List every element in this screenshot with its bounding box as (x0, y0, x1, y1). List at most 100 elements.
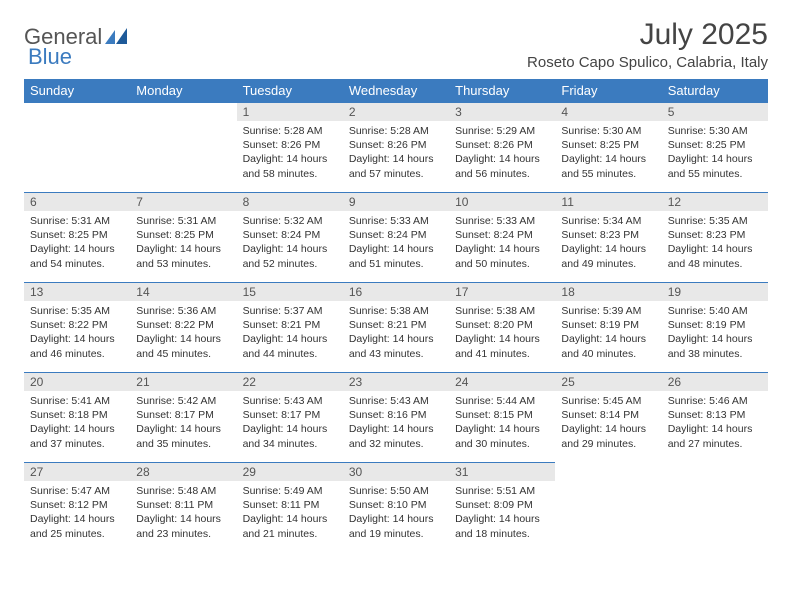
location: Roseto Capo Spulico, Calabria, Italy (527, 54, 768, 71)
day-details: Sunrise: 5:31 AMSunset: 8:25 PMDaylight:… (130, 211, 236, 274)
day-number: 5 (662, 103, 768, 121)
day-number: 8 (237, 193, 343, 211)
day-details: Sunrise: 5:40 AMSunset: 8:19 PMDaylight:… (662, 301, 768, 364)
logo-arrow-icon (105, 24, 127, 50)
header: General July 2025 Roseto Capo Spulico, C… (24, 18, 768, 71)
day-number: 18 (555, 283, 661, 301)
day-number: 17 (449, 283, 555, 301)
day-details: Sunrise: 5:28 AMSunset: 8:26 PMDaylight:… (343, 121, 449, 184)
day-number: 10 (449, 193, 555, 211)
calendar-cell-empty (662, 463, 768, 553)
title-block: July 2025 Roseto Capo Spulico, Calabria,… (527, 18, 768, 71)
calendar-cell: 5Sunrise: 5:30 AMSunset: 8:25 PMDaylight… (662, 103, 768, 193)
day-number: 23 (343, 373, 449, 391)
day-details: Sunrise: 5:37 AMSunset: 8:21 PMDaylight:… (237, 301, 343, 364)
calendar-cell: 16Sunrise: 5:38 AMSunset: 8:21 PMDayligh… (343, 283, 449, 373)
calendar-cell: 31Sunrise: 5:51 AMSunset: 8:09 PMDayligh… (449, 463, 555, 553)
weekday-header: Saturday (662, 79, 768, 103)
calendar-cell: 6Sunrise: 5:31 AMSunset: 8:25 PMDaylight… (24, 193, 130, 283)
calendar-cell: 17Sunrise: 5:38 AMSunset: 8:20 PMDayligh… (449, 283, 555, 373)
calendar-cell: 29Sunrise: 5:49 AMSunset: 8:11 PMDayligh… (237, 463, 343, 553)
day-number: 30 (343, 463, 449, 481)
day-number: 20 (24, 373, 130, 391)
calendar-row: 13Sunrise: 5:35 AMSunset: 8:22 PMDayligh… (24, 283, 768, 373)
day-number: 6 (24, 193, 130, 211)
day-details: Sunrise: 5:46 AMSunset: 8:13 PMDaylight:… (662, 391, 768, 454)
day-number: 31 (449, 463, 555, 481)
calendar-cell: 11Sunrise: 5:34 AMSunset: 8:23 PMDayligh… (555, 193, 661, 283)
day-number: 2 (343, 103, 449, 121)
calendar-cell: 22Sunrise: 5:43 AMSunset: 8:17 PMDayligh… (237, 373, 343, 463)
day-number: 26 (662, 373, 768, 391)
calendar-cell: 27Sunrise: 5:47 AMSunset: 8:12 PMDayligh… (24, 463, 130, 553)
calendar-row: 20Sunrise: 5:41 AMSunset: 8:18 PMDayligh… (24, 373, 768, 463)
calendar-cell: 28Sunrise: 5:48 AMSunset: 8:11 PMDayligh… (130, 463, 236, 553)
calendar-cell: 3Sunrise: 5:29 AMSunset: 8:26 PMDaylight… (449, 103, 555, 193)
weekday-header: Tuesday (237, 79, 343, 103)
day-number: 11 (555, 193, 661, 211)
day-number: 4 (555, 103, 661, 121)
calendar-cell: 20Sunrise: 5:41 AMSunset: 8:18 PMDayligh… (24, 373, 130, 463)
day-details: Sunrise: 5:36 AMSunset: 8:22 PMDaylight:… (130, 301, 236, 364)
day-details: Sunrise: 5:29 AMSunset: 8:26 PMDaylight:… (449, 121, 555, 184)
calendar-cell: 9Sunrise: 5:33 AMSunset: 8:24 PMDaylight… (343, 193, 449, 283)
calendar-cell: 7Sunrise: 5:31 AMSunset: 8:25 PMDaylight… (130, 193, 236, 283)
day-details: Sunrise: 5:30 AMSunset: 8:25 PMDaylight:… (662, 121, 768, 184)
calendar-cell: 30Sunrise: 5:50 AMSunset: 8:10 PMDayligh… (343, 463, 449, 553)
day-details: Sunrise: 5:38 AMSunset: 8:21 PMDaylight:… (343, 301, 449, 364)
day-number: 9 (343, 193, 449, 211)
calendar-row: 1Sunrise: 5:28 AMSunset: 8:26 PMDaylight… (24, 103, 768, 193)
day-number: 19 (662, 283, 768, 301)
day-number: 28 (130, 463, 236, 481)
calendar-cell-empty (555, 463, 661, 553)
day-details: Sunrise: 5:33 AMSunset: 8:24 PMDaylight:… (343, 211, 449, 274)
day-details: Sunrise: 5:42 AMSunset: 8:17 PMDaylight:… (130, 391, 236, 454)
day-number: 24 (449, 373, 555, 391)
calendar-cell-empty (130, 103, 236, 193)
calendar-cell: 19Sunrise: 5:40 AMSunset: 8:19 PMDayligh… (662, 283, 768, 373)
day-number: 29 (237, 463, 343, 481)
calendar-row: 6Sunrise: 5:31 AMSunset: 8:25 PMDaylight… (24, 193, 768, 283)
calendar-cell: 15Sunrise: 5:37 AMSunset: 8:21 PMDayligh… (237, 283, 343, 373)
day-details: Sunrise: 5:43 AMSunset: 8:16 PMDaylight:… (343, 391, 449, 454)
day-number: 25 (555, 373, 661, 391)
day-details: Sunrise: 5:47 AMSunset: 8:12 PMDaylight:… (24, 481, 130, 544)
weekday-header: Wednesday (343, 79, 449, 103)
logo-text-blue: Blue (28, 44, 72, 70)
day-number: 21 (130, 373, 236, 391)
calendar-cell: 10Sunrise: 5:33 AMSunset: 8:24 PMDayligh… (449, 193, 555, 283)
day-details: Sunrise: 5:38 AMSunset: 8:20 PMDaylight:… (449, 301, 555, 364)
weekday-header: Sunday (24, 79, 130, 103)
calendar-table: SundayMondayTuesdayWednesdayThursdayFrid… (24, 79, 768, 553)
calendar-cell: 1Sunrise: 5:28 AMSunset: 8:26 PMDaylight… (237, 103, 343, 193)
calendar-cell: 24Sunrise: 5:44 AMSunset: 8:15 PMDayligh… (449, 373, 555, 463)
calendar-body: 1Sunrise: 5:28 AMSunset: 8:26 PMDaylight… (24, 103, 768, 553)
day-details: Sunrise: 5:31 AMSunset: 8:25 PMDaylight:… (24, 211, 130, 274)
day-details: Sunrise: 5:35 AMSunset: 8:22 PMDaylight:… (24, 301, 130, 364)
calendar-cell: 2Sunrise: 5:28 AMSunset: 8:26 PMDaylight… (343, 103, 449, 193)
day-number: 3 (449, 103, 555, 121)
day-number: 13 (24, 283, 130, 301)
day-details: Sunrise: 5:51 AMSunset: 8:09 PMDaylight:… (449, 481, 555, 544)
day-details: Sunrise: 5:30 AMSunset: 8:25 PMDaylight:… (555, 121, 661, 184)
calendar-cell: 12Sunrise: 5:35 AMSunset: 8:23 PMDayligh… (662, 193, 768, 283)
day-details: Sunrise: 5:45 AMSunset: 8:14 PMDaylight:… (555, 391, 661, 454)
weekday-header: Thursday (449, 79, 555, 103)
day-number: 16 (343, 283, 449, 301)
day-number: 14 (130, 283, 236, 301)
day-details: Sunrise: 5:44 AMSunset: 8:15 PMDaylight:… (449, 391, 555, 454)
weekday-header: Friday (555, 79, 661, 103)
calendar-cell: 21Sunrise: 5:42 AMSunset: 8:17 PMDayligh… (130, 373, 236, 463)
calendar-cell: 26Sunrise: 5:46 AMSunset: 8:13 PMDayligh… (662, 373, 768, 463)
day-details: Sunrise: 5:43 AMSunset: 8:17 PMDaylight:… (237, 391, 343, 454)
day-details: Sunrise: 5:32 AMSunset: 8:24 PMDaylight:… (237, 211, 343, 274)
day-number: 15 (237, 283, 343, 301)
day-details: Sunrise: 5:50 AMSunset: 8:10 PMDaylight:… (343, 481, 449, 544)
day-number: 12 (662, 193, 768, 211)
calendar-cell: 13Sunrise: 5:35 AMSunset: 8:22 PMDayligh… (24, 283, 130, 373)
day-number: 27 (24, 463, 130, 481)
day-details: Sunrise: 5:34 AMSunset: 8:23 PMDaylight:… (555, 211, 661, 274)
calendar-row: 27Sunrise: 5:47 AMSunset: 8:12 PMDayligh… (24, 463, 768, 553)
day-details: Sunrise: 5:49 AMSunset: 8:11 PMDaylight:… (237, 481, 343, 544)
calendar-cell: 4Sunrise: 5:30 AMSunset: 8:25 PMDaylight… (555, 103, 661, 193)
